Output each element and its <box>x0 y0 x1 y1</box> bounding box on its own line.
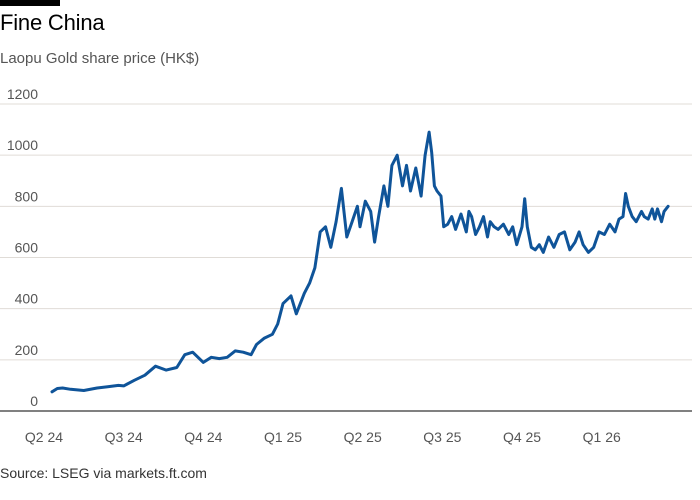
y-tick-label-1200: 1200 <box>7 86 38 102</box>
y-axis-tick-labels: 0 200 400 600 800 1000 1200 <box>7 86 38 409</box>
source-note: Source: LSEG via markets.ft.com <box>0 465 207 481</box>
y-tick-label-800: 800 <box>15 188 39 204</box>
grid-layer <box>0 103 692 412</box>
y-tick-label-600: 600 <box>15 240 39 256</box>
x-tick-label: Q4 24 <box>184 429 222 445</box>
x-tick-label: Q1 25 <box>264 429 302 445</box>
x-tick-label: Q3 25 <box>423 429 461 445</box>
y-tick-label-200: 200 <box>15 342 39 358</box>
line-chart: 0 200 400 600 800 1000 1200 Q2 24 Q3 24 Q4 24 Q1 … <box>0 86 692 445</box>
x-tick-label: Q1 26 <box>583 429 621 445</box>
chart-subtitle: Laopu Gold share price (HK$) <box>0 50 200 67</box>
series-layer <box>50 130 670 394</box>
brand-bar <box>0 0 60 6</box>
series-line-laopu-gold <box>50 130 670 394</box>
y-tick-label-1000: 1000 <box>7 137 38 153</box>
y-tick-label-0: 0 <box>30 393 38 409</box>
x-tick-label: Q4 25 <box>503 429 541 445</box>
y-tick-label-400: 400 <box>15 291 39 307</box>
x-tick-label: Q3 24 <box>105 429 143 445</box>
x-tick-label: Q2 24 <box>25 429 63 445</box>
x-tick-label: Q2 25 <box>344 429 382 445</box>
x-axis-tick-labels: Q2 24 Q3 24 Q4 24 Q1 25 Q2 25 Q3 25 Q4 25 Q1 26 <box>25 429 621 445</box>
chart-title: Fine China <box>0 10 105 35</box>
